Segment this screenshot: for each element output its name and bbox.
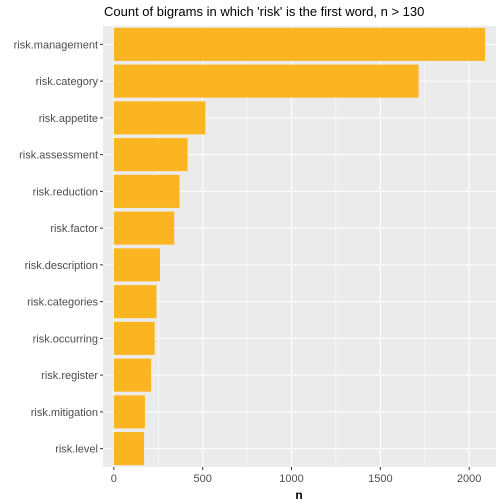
y-tick-label: risk.mitigation bbox=[31, 407, 98, 419]
bar bbox=[113, 174, 180, 208]
x-tick-label: 2000 bbox=[457, 473, 481, 485]
bar bbox=[113, 285, 157, 319]
x-tick-label: 1500 bbox=[368, 473, 392, 485]
y-tick-label: risk.management bbox=[14, 39, 98, 51]
bar bbox=[113, 321, 155, 355]
bar bbox=[113, 27, 486, 61]
y-tick-label: risk.occurring bbox=[33, 333, 98, 345]
x-tick-label: 1000 bbox=[279, 473, 303, 485]
bar bbox=[113, 64, 419, 98]
chart-title: Count of bigrams in which 'risk' is the … bbox=[104, 4, 424, 19]
y-tick-label: risk.categories bbox=[27, 297, 98, 309]
y-tick-label: risk.register bbox=[41, 370, 98, 382]
panel-background bbox=[103, 26, 496, 467]
bar bbox=[113, 432, 145, 466]
y-tick-label: risk.factor bbox=[50, 223, 98, 235]
y-tick-label: risk.category bbox=[36, 76, 99, 88]
bar bbox=[113, 395, 145, 429]
x-tick-label: 0 bbox=[111, 473, 117, 485]
bar bbox=[113, 211, 175, 245]
y-tick-label: risk.reduction bbox=[33, 186, 98, 198]
plot-panel bbox=[103, 26, 496, 467]
bar bbox=[113, 138, 188, 172]
y-tick-label: risk.level bbox=[55, 444, 98, 456]
y-tick-label: risk.assessment bbox=[19, 150, 98, 162]
y-tick-label: risk.description bbox=[25, 260, 98, 272]
x-tick-label: 500 bbox=[193, 473, 211, 485]
bar bbox=[113, 358, 152, 392]
y-tick-label: risk.appetite bbox=[39, 113, 98, 125]
bar bbox=[113, 101, 206, 135]
x-axis-label: n bbox=[295, 488, 302, 502]
bar bbox=[113, 248, 161, 282]
